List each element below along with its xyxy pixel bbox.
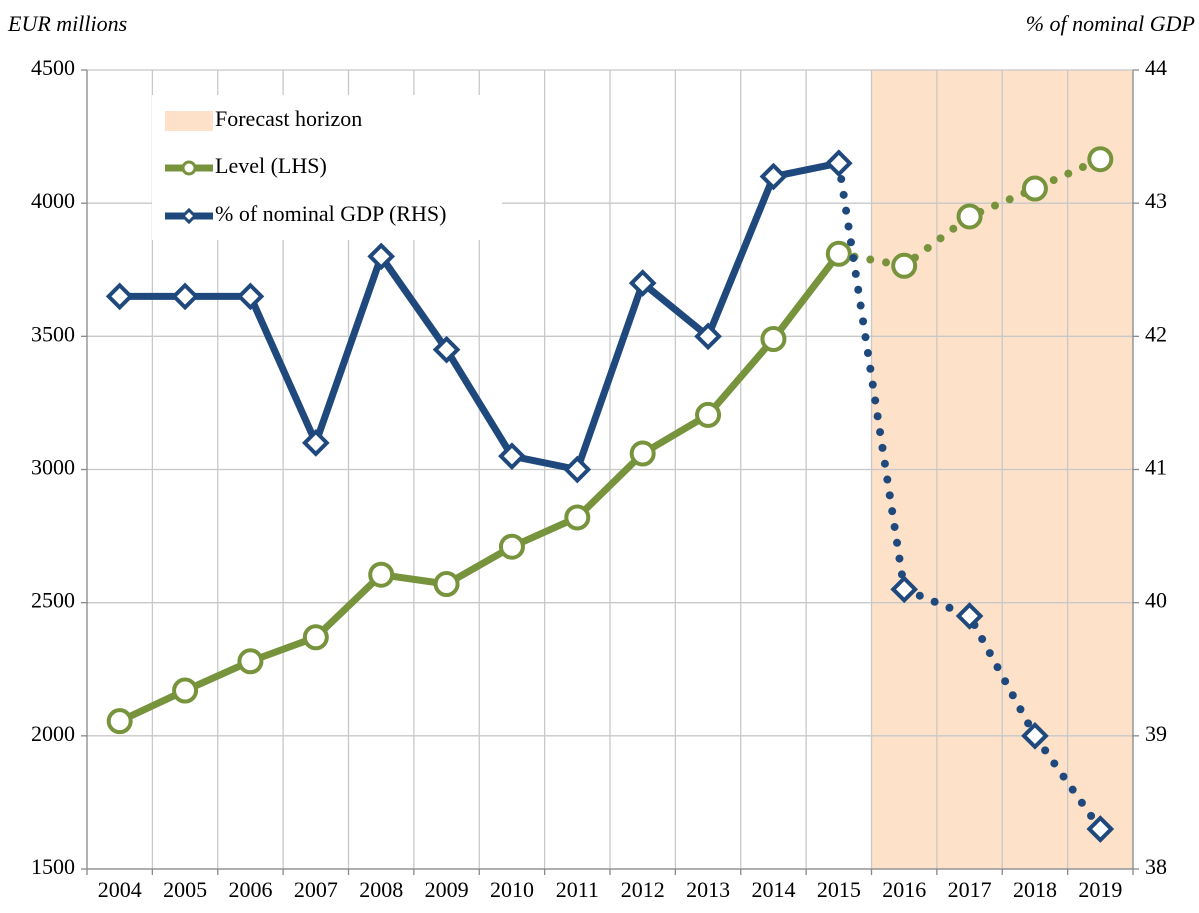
data-point xyxy=(498,533,525,560)
y2-tick-label: 42 xyxy=(1145,321,1167,346)
data-point xyxy=(695,401,722,428)
x-tick-label: 2019 xyxy=(1078,877,1122,902)
y2-tick-label: 44 xyxy=(1145,55,1167,80)
data-point xyxy=(302,624,329,651)
data-point xyxy=(694,322,722,351)
y-tick-label: 4500 xyxy=(31,55,75,80)
y-tick-label: 2500 xyxy=(31,588,75,613)
data-point xyxy=(824,149,853,178)
data-point xyxy=(498,442,526,471)
y-axis-title: EUR millions xyxy=(7,11,127,36)
x-tick-label: 2017 xyxy=(948,877,992,902)
x-tick-label: 2006 xyxy=(228,877,272,902)
y-tick-label: 4000 xyxy=(31,188,75,213)
x-tick-label: 2005 xyxy=(163,877,207,902)
data-point xyxy=(563,455,592,484)
data-point xyxy=(368,561,395,588)
x-tick-label: 2008 xyxy=(359,877,403,902)
data-point xyxy=(237,648,264,675)
data-point xyxy=(106,708,133,735)
legend-marker xyxy=(180,207,198,225)
y-tick-label: 1500 xyxy=(31,854,75,879)
data-point xyxy=(760,325,787,352)
y2-tick-label: 43 xyxy=(1145,188,1167,213)
data-point xyxy=(891,252,918,279)
x-tick-label: 2010 xyxy=(490,877,534,902)
legend-label: % of nominal GDP (RHS) xyxy=(215,201,446,226)
data-point xyxy=(628,269,657,297)
series-line-forecast xyxy=(834,155,1105,270)
data-point xyxy=(890,575,919,604)
data-point xyxy=(1086,815,1115,843)
y2-tick-label: 39 xyxy=(1145,721,1167,746)
x-tick-label: 2009 xyxy=(425,877,469,902)
data-point xyxy=(171,282,199,311)
y2-tick-label: 38 xyxy=(1145,854,1167,879)
data-point xyxy=(367,242,396,271)
data-point xyxy=(433,571,460,598)
data-point xyxy=(956,203,983,230)
y2-axis-title: % of nominal GDP xyxy=(1026,11,1195,36)
x-tick-label: 2013 xyxy=(686,877,730,902)
y-tick-label: 3000 xyxy=(31,455,75,480)
x-tick-label: 2012 xyxy=(621,877,665,902)
data-point xyxy=(1021,722,1049,750)
data-point xyxy=(432,335,461,364)
data-point xyxy=(172,677,199,704)
x-tick-label: 2015 xyxy=(817,877,861,902)
x-tick-label: 2007 xyxy=(294,877,338,902)
y2-tick-label: 40 xyxy=(1145,588,1167,613)
data-point xyxy=(825,240,852,267)
series-line-forecast xyxy=(834,159,1105,834)
y-tick-label: 3500 xyxy=(31,321,75,346)
legend-marker xyxy=(181,160,197,176)
data-point xyxy=(301,429,330,457)
x-tick-label: 2018 xyxy=(1013,877,1057,902)
legend-label: Forecast horizon xyxy=(215,106,362,131)
data-point xyxy=(105,282,134,311)
data-point xyxy=(759,162,788,191)
data-point xyxy=(629,440,656,467)
y2-tick-label: 41 xyxy=(1145,455,1167,480)
data-point xyxy=(1021,175,1048,202)
data-point xyxy=(236,282,265,311)
x-tick-label: 2014 xyxy=(751,877,795,902)
x-tick-label: 2004 xyxy=(98,877,142,902)
legend-swatch xyxy=(165,111,213,131)
x-tick-label: 2011 xyxy=(556,877,599,902)
y-tick-label: 2000 xyxy=(31,721,75,746)
data-point xyxy=(564,504,591,531)
legend-label: Level (LHS) xyxy=(215,153,327,178)
data-point xyxy=(955,602,984,630)
data-point xyxy=(1087,146,1114,173)
x-tick-label: 2016 xyxy=(882,877,926,902)
